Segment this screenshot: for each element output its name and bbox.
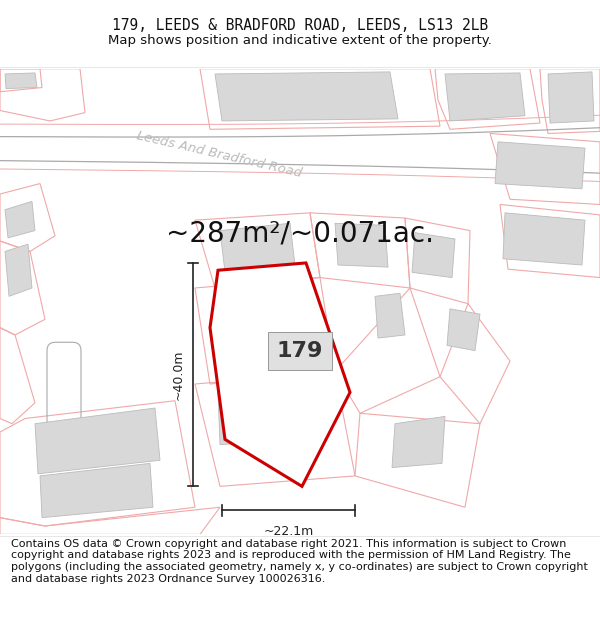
Polygon shape (5, 201, 35, 238)
Polygon shape (5, 73, 37, 89)
Polygon shape (215, 72, 398, 121)
Polygon shape (392, 416, 445, 468)
Polygon shape (210, 263, 350, 486)
Polygon shape (445, 73, 525, 121)
Polygon shape (503, 213, 585, 265)
Text: ~22.1m: ~22.1m (263, 525, 314, 538)
Polygon shape (225, 286, 315, 346)
Text: Map shows position and indicative extent of the property.: Map shows position and indicative extent… (108, 34, 492, 47)
Polygon shape (40, 463, 153, 518)
Text: 179: 179 (277, 341, 323, 361)
Text: 179, LEEDS & BRADFORD ROAD, LEEDS, LS13 2LB: 179, LEEDS & BRADFORD ROAD, LEEDS, LS13 … (112, 18, 488, 32)
Polygon shape (412, 232, 455, 278)
Polygon shape (220, 223, 295, 272)
Polygon shape (447, 309, 480, 351)
Polygon shape (5, 244, 32, 296)
Text: Contains OS data © Crown copyright and database right 2021. This information is : Contains OS data © Crown copyright and d… (11, 539, 587, 584)
Polygon shape (35, 408, 160, 474)
Text: ~40.0m: ~40.0m (172, 349, 185, 400)
Text: ~287m²/~0.071ac.: ~287m²/~0.071ac. (166, 220, 434, 248)
Polygon shape (375, 293, 405, 338)
Text: Leeds And Bradford Road: Leeds And Bradford Road (135, 129, 303, 180)
Polygon shape (495, 142, 585, 189)
Polygon shape (548, 72, 594, 123)
Polygon shape (335, 223, 388, 267)
Polygon shape (218, 384, 308, 444)
